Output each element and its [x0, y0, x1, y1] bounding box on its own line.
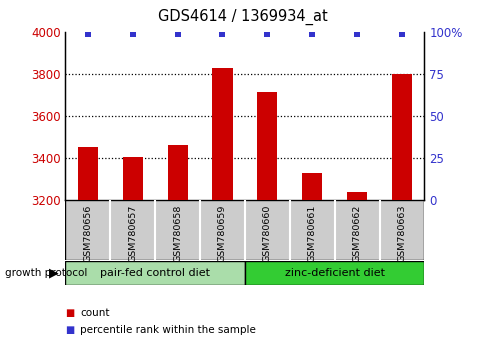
Point	[263, 31, 271, 36]
Text: GSM780662: GSM780662	[352, 205, 361, 262]
Point	[173, 31, 181, 36]
Bar	[65, 261, 244, 285]
Bar	[391, 74, 411, 200]
Bar	[212, 68, 232, 200]
Text: GSM780663: GSM780663	[396, 205, 406, 262]
Text: GSM780656: GSM780656	[83, 205, 92, 262]
Bar	[77, 148, 98, 200]
Bar	[302, 173, 322, 200]
Bar	[346, 192, 366, 200]
Text: pair-fed control diet: pair-fed control diet	[100, 268, 210, 278]
Text: growth protocol: growth protocol	[5, 268, 87, 278]
Text: GSM780661: GSM780661	[307, 205, 316, 262]
Point	[84, 31, 91, 36]
Text: count: count	[80, 308, 109, 318]
Point	[397, 31, 405, 36]
Text: ■: ■	[65, 308, 75, 318]
Text: GSM780658: GSM780658	[173, 205, 182, 262]
Text: zinc-deficient diet: zinc-deficient diet	[284, 268, 384, 278]
Bar	[257, 92, 277, 200]
Point	[308, 31, 316, 36]
Text: GSM780659: GSM780659	[217, 205, 227, 262]
Text: GSM780657: GSM780657	[128, 205, 137, 262]
Bar	[122, 157, 143, 200]
Text: ▶: ▶	[48, 267, 58, 279]
Point	[129, 31, 136, 36]
Bar	[244, 261, 424, 285]
Text: percentile rank within the sample: percentile rank within the sample	[80, 325, 256, 335]
Text: ■: ■	[65, 325, 75, 335]
Bar	[167, 145, 187, 200]
Point	[218, 31, 226, 36]
Point	[352, 31, 360, 36]
Text: GSM780660: GSM780660	[262, 205, 272, 262]
Text: GDS4614 / 1369934_at: GDS4614 / 1369934_at	[157, 9, 327, 25]
